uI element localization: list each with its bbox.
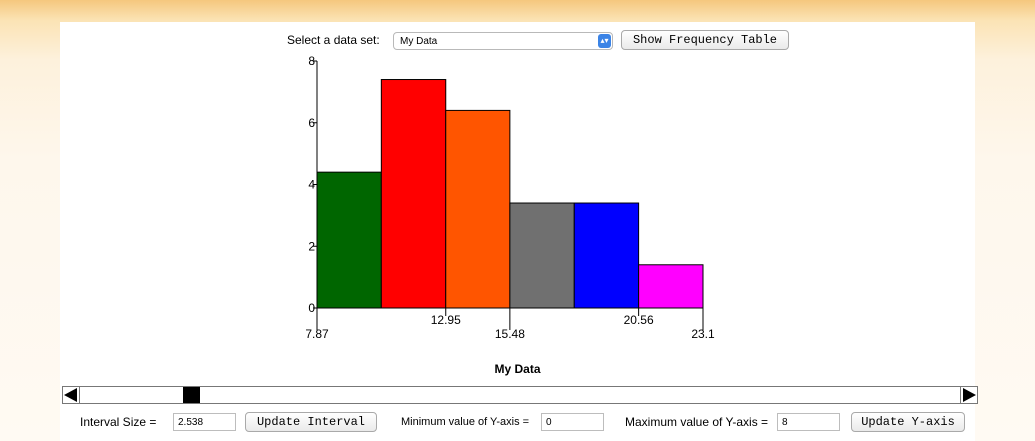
update-interval-button[interactable]: Update Interval — [245, 412, 377, 432]
dataset-select[interactable]: My Data ▴▾ — [393, 32, 613, 50]
slider-thumb[interactable] — [182, 387, 200, 403]
y-tick-label: 4 — [308, 178, 315, 192]
x-tick-label: 20.56 — [624, 313, 654, 327]
dataset-label: Select a data set: — [287, 33, 380, 47]
interval-size-input[interactable] — [173, 413, 236, 431]
select-arrows-icon: ▴▾ — [598, 34, 611, 48]
y-tick-label: 6 — [308, 116, 315, 130]
arrow-left-icon — [64, 388, 77, 402]
x-tick-label: 15.48 — [495, 327, 525, 341]
arrow-right-icon — [963, 388, 976, 402]
min-y-label: Minimum value of Y-axis = — [401, 416, 530, 428]
histogram-bar — [573, 202, 640, 309]
interval-slider[interactable] — [62, 386, 978, 404]
histogram-chart: 0 2 4 6 8 7.87 12.95 15.48 20.56 23.1 — [305, 54, 715, 341]
update-y-axis-button[interactable]: Update Y-axis — [851, 412, 965, 432]
y-tick-label: 0 — [308, 301, 315, 315]
x-tick-label: 7.87 — [305, 327, 329, 341]
interval-size-label: Interval Size = — [80, 415, 157, 429]
slider-left-arrow-button[interactable] — [63, 387, 80, 403]
y-tick-label: 2 — [308, 239, 315, 253]
slider-right-arrow-button[interactable] — [960, 387, 977, 403]
x-tick-label: 23.1 — [691, 327, 715, 341]
histogram-bar — [316, 171, 382, 309]
histogram-bar — [638, 264, 704, 309]
histogram-bar — [445, 109, 511, 309]
y-tick-label: 8 — [308, 54, 315, 68]
show-frequency-table-button[interactable]: Show Frequency Table — [621, 30, 789, 50]
max-y-input[interactable] — [777, 413, 840, 431]
min-y-input[interactable] — [541, 413, 604, 431]
dataset-select-value: My Data — [400, 36, 438, 47]
max-y-label: Maximum value of Y-axis = — [625, 415, 769, 429]
histogram-bar — [380, 79, 447, 309]
x-tick-label: 12.95 — [431, 313, 461, 327]
chart-title: My Data — [494, 362, 541, 376]
histogram-bar — [509, 202, 575, 309]
